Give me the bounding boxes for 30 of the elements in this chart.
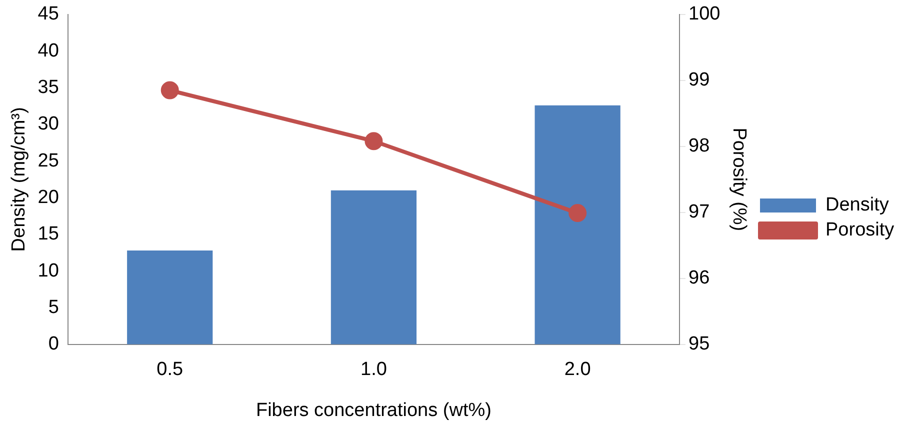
legend-label: Porosity — [826, 220, 895, 241]
point — [568, 204, 587, 222]
y2-tick-label: 100 — [688, 4, 720, 25]
y2-tick-label: 96 — [688, 268, 710, 289]
y2-tick-label: 97 — [688, 202, 710, 223]
x-tick-label: 0.5 — [156, 359, 184, 380]
point — [364, 132, 383, 150]
bar — [127, 250, 213, 344]
y-tick-label: 35 — [38, 76, 59, 98]
y-tick-label: 45 — [38, 4, 59, 25]
y-tick-label: 25 — [38, 150, 59, 172]
legend-label: Density — [826, 194, 890, 216]
bar — [534, 105, 620, 344]
y2-tick-label: 95 — [688, 334, 710, 355]
x-tick-label: 1.0 — [360, 359, 387, 380]
y2-tick-label: 98 — [688, 136, 710, 157]
y2-axis-title: Porosity (%) — [728, 128, 750, 232]
y-axis-title: Density (mg/cm³) — [8, 107, 30, 252]
bar — [330, 190, 417, 344]
y-tick-label: 0 — [48, 334, 59, 355]
y-tick-label: 40 — [38, 40, 59, 62]
y-tick-label: 15 — [38, 224, 59, 245]
y2-tick-label: 99 — [688, 70, 710, 91]
y-tick-label: 30 — [38, 114, 59, 135]
x-tick-label: 2.0 — [564, 359, 591, 380]
y-tick-label: 5 — [48, 296, 59, 318]
point — [160, 81, 179, 100]
y-tick-label: 10 — [38, 260, 59, 282]
x-axis-title: Fibers concentrations (wt%) — [256, 400, 492, 421]
y-tick-label: 20 — [38, 186, 59, 208]
